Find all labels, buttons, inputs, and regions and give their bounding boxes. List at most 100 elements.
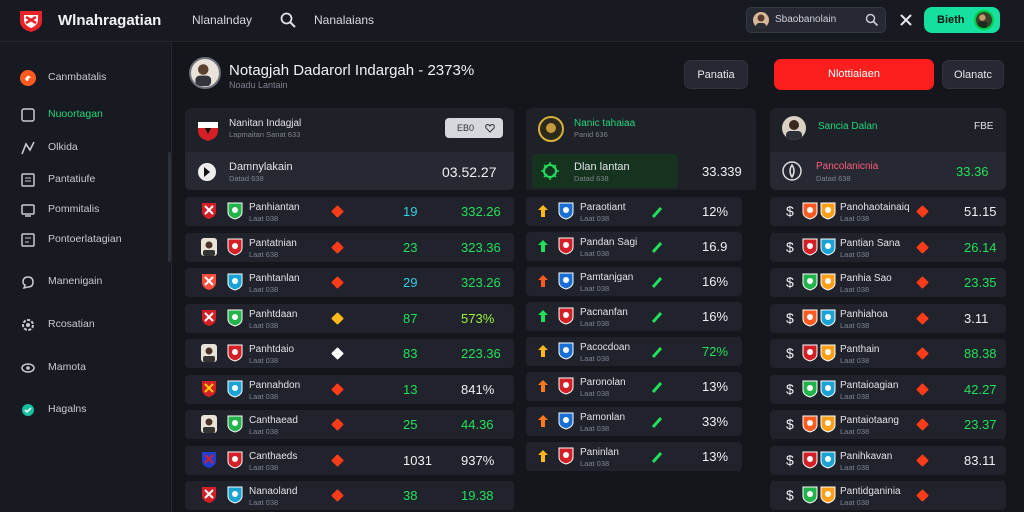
sidebar: Canmbatalis Nuoortagan Olkida Pantatiufe… [0,42,172,512]
currency-icon: $ [786,274,794,290]
row-caption: Laat 038 [249,498,279,507]
sidebar-item-5[interactable]: Pommitalis [20,200,170,220]
col3-header-panel: Sancia Dalan FBE Pancolanicnia Datad 638… [770,108,1006,190]
table-row[interactable]: Paninlan Laat 038 13% [526,442,742,471]
primary-red-button[interactable]: Nlottiaiaen [774,59,934,90]
row-name: Pantidganinia [840,486,901,497]
team-badge-icon [820,451,836,469]
row-caption: Laat 038 [580,319,610,328]
table-row[interactable]: $ Panhiahoa Laat 038 3.11 [770,304,1006,333]
heart-icon[interactable] [485,123,495,133]
row-caption: Laat 038 [249,214,279,223]
status-diamond-icon [916,454,929,467]
nav-link-2[interactable]: Nanalaians [314,13,375,27]
table-row[interactable]: $ Panthain Laat 038 88.38 [770,339,1006,368]
col3-summary-row[interactable]: Pancolanicnia Datad 638 33.36 [770,152,1006,190]
currency-icon: $ [786,203,794,219]
user-search-box[interactable]: Sbaobanolain [746,7,886,33]
table-row[interactable]: Pacnanfan Laat 038 16% [526,302,742,331]
table-row[interactable]: $ Panohaotainaiq Laat 038 51.15 [770,197,1006,226]
sidebar-item-1[interactable]: Canmbatalis [20,68,170,88]
sidebar-item-4[interactable]: Pantatiufe [20,170,170,190]
team-badge-icon [802,273,818,291]
team-badge-icon [227,202,243,220]
table-row[interactable]: Pacocdoan Laat 038 72% [526,337,742,366]
table-row[interactable]: $ Pantaioagian Laat 038 42.27 [770,375,1006,404]
status-diamond-icon [916,347,929,360]
sidebar-item-2[interactable]: Nuoortagan [20,105,170,125]
cta-label: Bieth [937,14,965,26]
trend-up-icon [651,207,663,218]
team-badge-icon [820,238,836,256]
row-value: 23.37 [964,417,997,432]
row-value: 51.15 [964,204,997,219]
row-name: Paninlan [580,447,619,458]
table-row[interactable]: $ Panhia Sao Laat 038 23.35 [770,268,1006,297]
table-row[interactable]: $ Panihkavan Laat 038 83.11 [770,446,1006,475]
table-row[interactable]: Paraotiant Laat 038 12% [526,197,742,226]
table-row[interactable]: Pamtanjgan Laat 038 16% [526,267,742,296]
status-diamond-icon [916,241,929,254]
table-row[interactable]: Panhtanlan Laat 038 29 323.26 [185,268,514,297]
sidebar-item-6[interactable]: Pontoerlatagian [20,230,170,250]
trend-up-icon [651,382,663,393]
table-row[interactable]: Pannahdon Laat 038 13 841% [185,375,514,404]
close-icon[interactable] [898,12,914,28]
sidebar-item-label: Rcosatian [48,318,95,330]
col1-summary-row[interactable]: Damnylakain Datad 638 03.52.27 [185,152,514,190]
table-row[interactable]: Panhtdaio Laat 038 83 223.36 [185,339,514,368]
stats-icon [21,141,35,155]
sidebar-item-7[interactable]: Manenigain [20,272,170,292]
player-avatar-icon [201,415,217,433]
table-row[interactable]: Panhtdaan Laat 038 87 573% [185,304,514,333]
table-row[interactable]: $ Pantidganinia Laat 038 [770,481,1006,510]
row-caption: Laat 038 [840,427,870,436]
sidebar-item-10[interactable]: Hagalns [20,400,170,420]
table-row[interactable]: $ Pantian Sana Laat 038 26.14 [770,233,1006,262]
sidebar-item-8[interactable]: Rcosatian [20,315,170,335]
table-row[interactable]: $ Pantaiotaang Laat 038 23.37 [770,410,1006,439]
summary-value: 33.339 [702,164,742,179]
table-row[interactable]: Canthaead Laat 038 25 44.36 [185,410,514,439]
table-row[interactable]: Pantatnian Laat 638 23 323.36 [185,233,514,262]
avatar [189,57,221,89]
panel-subtitle: Panid 636 [574,130,608,139]
table-row[interactable]: Panhiantan Laat 038 19 332.26 [185,197,514,226]
sidebar-item-label: Hagalns [48,403,87,415]
row-count: 13 [403,382,418,397]
table-row[interactable]: Nanaoland Laat 038 38 19.38 [185,481,514,510]
col2-header-panel: Nanic tahaiaa Panid 636 Dlan lantan Data… [526,108,756,190]
table-row[interactable]: Paronolan Laat 038 13% [526,372,742,401]
col2-summary-row[interactable]: Dlan lantan Datad 638 33.339 [526,152,756,190]
table-row[interactable]: Pamonlan Laat 038 33% [526,407,742,436]
team-badge-icon [227,451,243,469]
sidebar-item-label: Nuoortagan [48,108,103,120]
primary-cta-button[interactable]: Bieth [924,7,1000,33]
row-name: Pantaiotaang [840,415,899,426]
nav-link-1[interactable]: Nlanalnday [192,13,253,27]
sidebar-scrollbar[interactable] [168,152,171,262]
sidebar-item-3[interactable]: Olkida [20,138,170,158]
row-name: Panihkavan [840,451,893,462]
currency-icon: $ [786,381,794,397]
tertiary-button[interactable]: Olanatc [942,60,1004,89]
search-icon[interactable] [865,13,879,27]
up-arrow-icon [538,380,548,392]
row-caption: Laat 038 [580,249,610,258]
team-badge-icon [558,377,574,395]
value-input[interactable]: EB0 [445,118,503,138]
panel-subtitle: Lapmaitan Sanat 633 [229,130,301,139]
brand-logo-icon[interactable] [18,9,44,33]
shield-icon [22,404,34,416]
team-badge-icon [227,344,243,362]
table-row[interactable]: Canthaeds Laat 038 1031 937% [185,446,514,475]
table-row[interactable]: Pandan Sagi Laat 038 16.9 [526,232,742,261]
trend-up-icon [651,312,663,323]
list-icon [21,233,35,247]
secondary-button[interactable]: Panatia [684,60,748,89]
team-crest-icon [202,487,216,503]
up-arrow-icon [538,345,548,357]
search-icon[interactable] [280,12,296,28]
team-badge-icon [227,486,243,504]
sidebar-item-9[interactable]: Mamota [20,358,170,378]
